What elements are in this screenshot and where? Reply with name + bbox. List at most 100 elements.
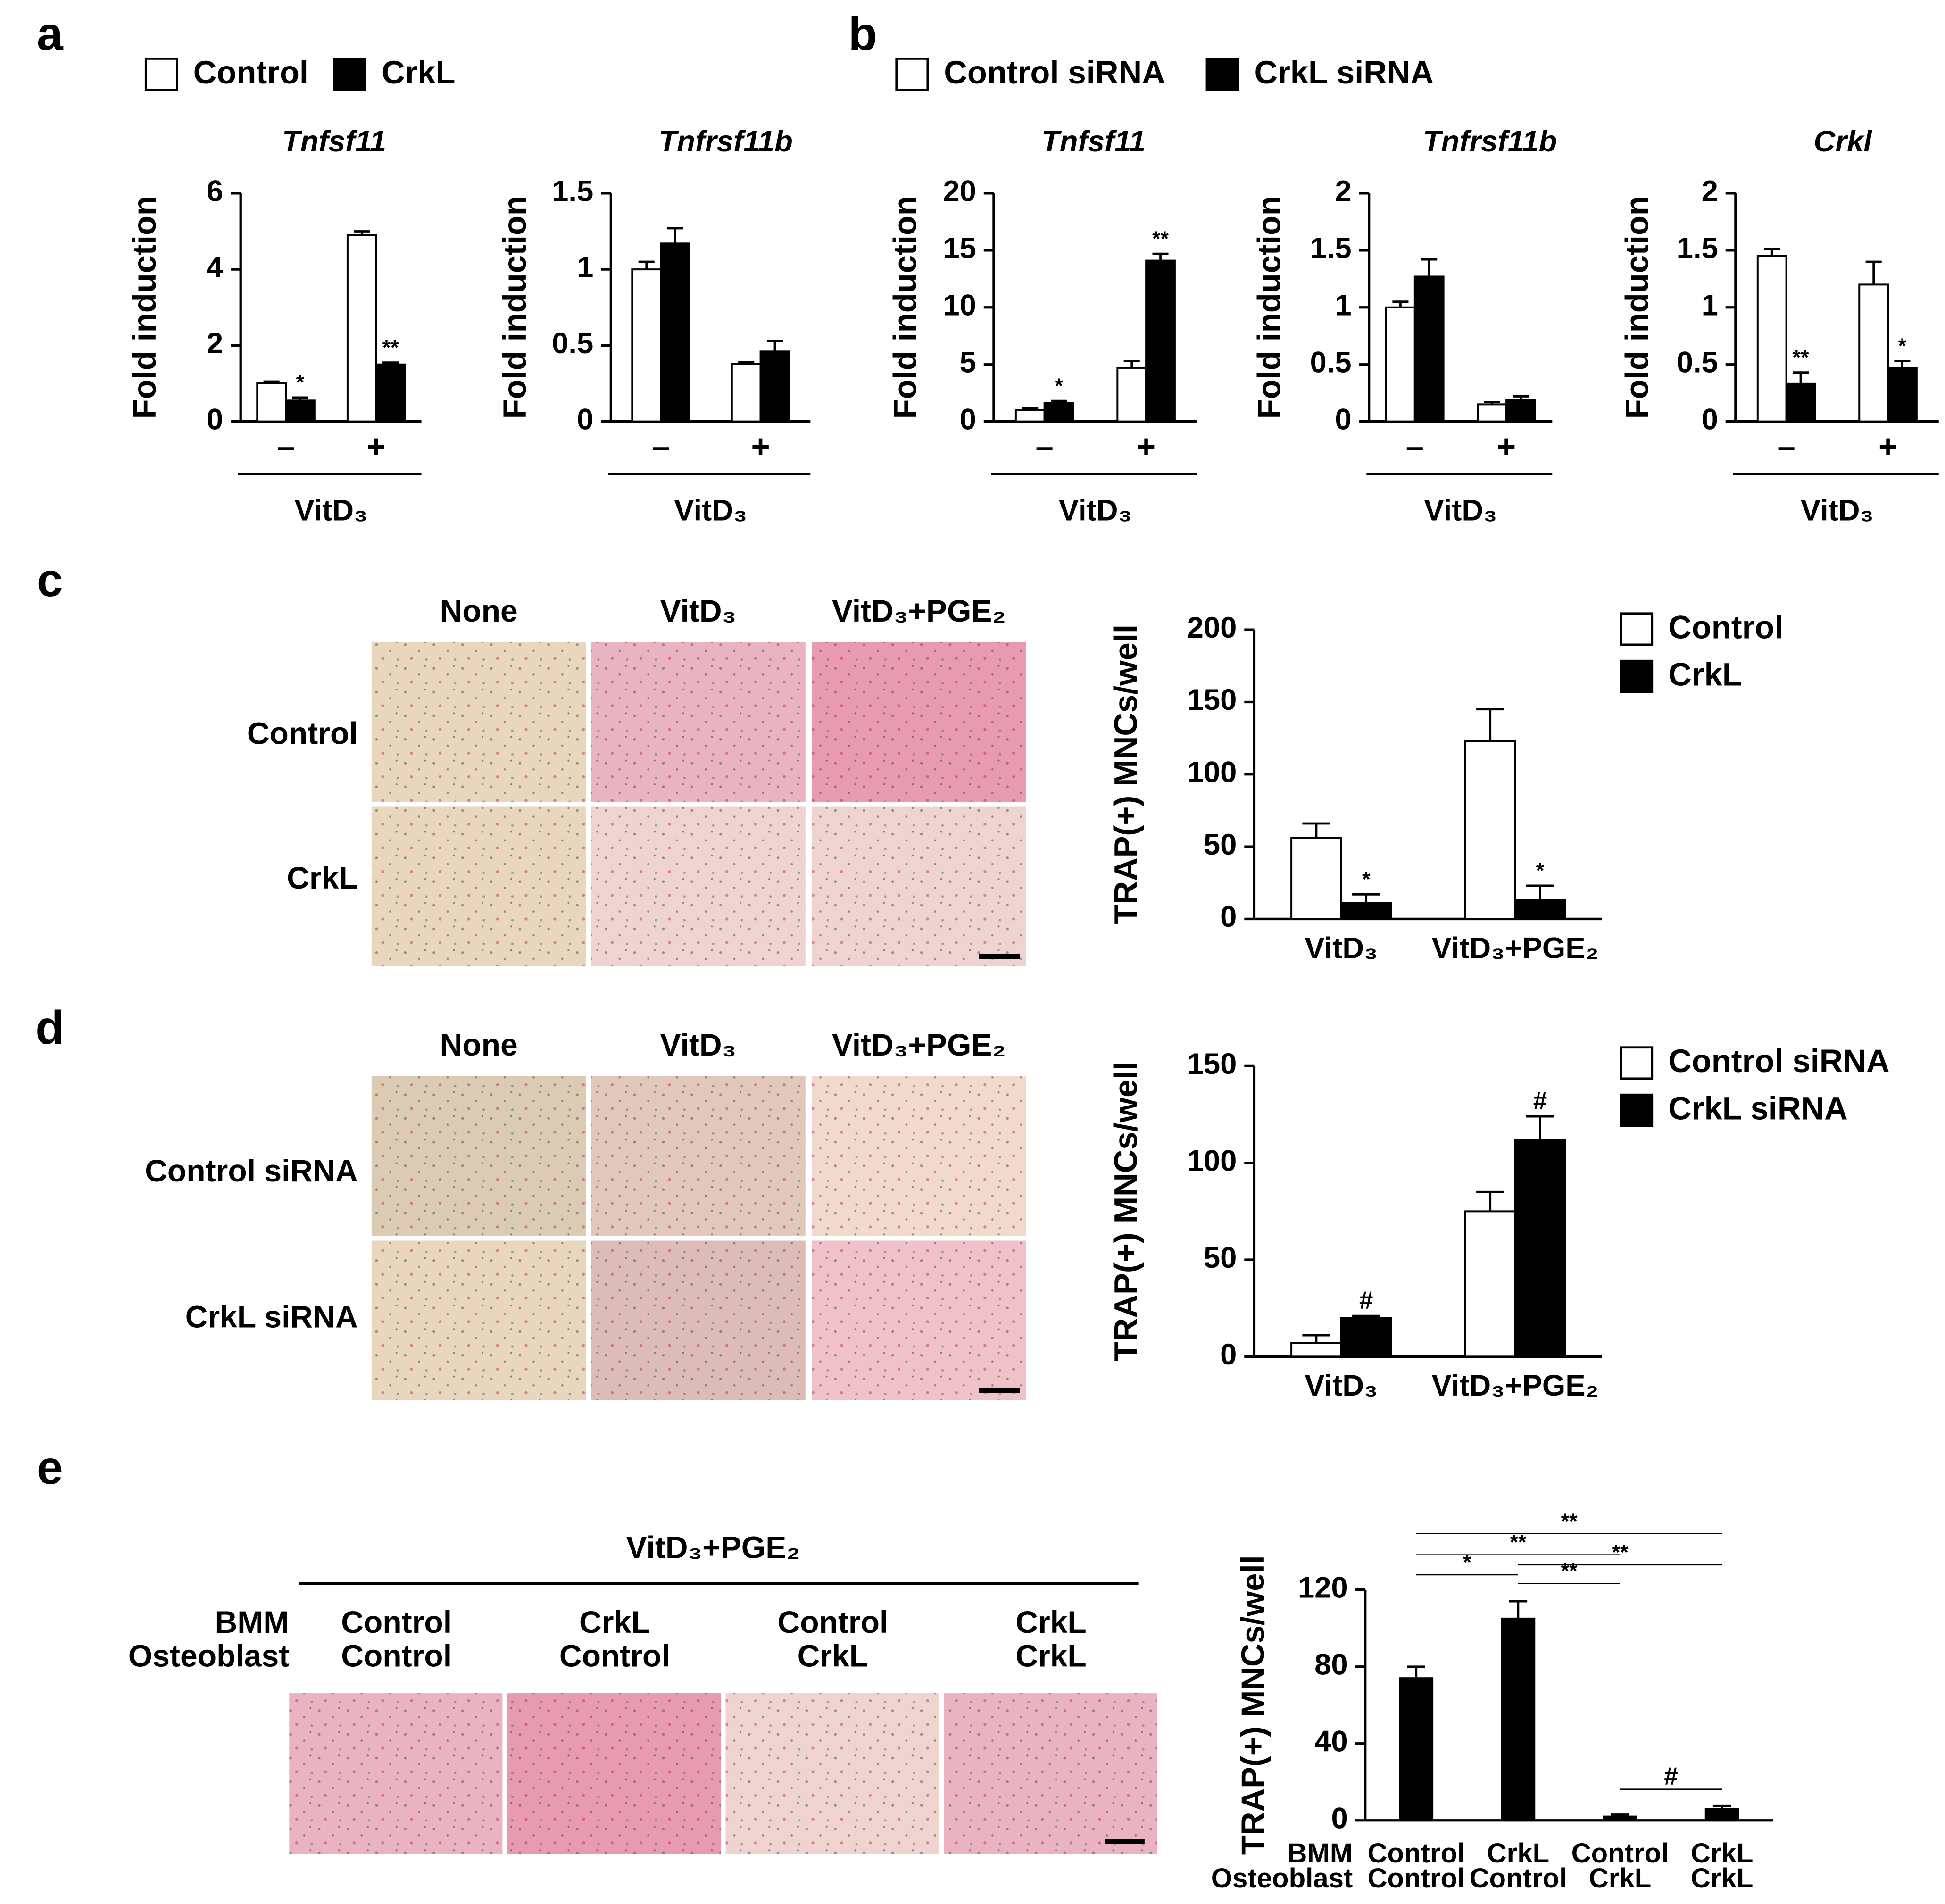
row-label: Control bbox=[247, 716, 358, 751]
bar bbox=[1514, 1139, 1566, 1358]
column-label: VitD₃ bbox=[660, 1028, 737, 1063]
y-tick-label: 40 bbox=[1314, 1725, 1348, 1758]
x-tick-label: – bbox=[1406, 428, 1424, 465]
micrograph-texture bbox=[507, 1693, 721, 1854]
y-tick-label: 200 bbox=[1187, 611, 1237, 644]
bar bbox=[1887, 366, 1918, 423]
legend-label: CrkL siRNA bbox=[1668, 1090, 1848, 1127]
bar bbox=[1290, 837, 1342, 920]
column-label: VitD₃+PGE₂ bbox=[832, 594, 1006, 629]
bar bbox=[1505, 399, 1536, 423]
legend-label: Control siRNA bbox=[1668, 1043, 1890, 1079]
significance-label: * bbox=[1536, 858, 1545, 882]
y-tick-label: 1 bbox=[1702, 289, 1718, 322]
error-bar bbox=[1526, 1115, 1554, 1140]
bar bbox=[660, 242, 690, 423]
panel-label: c bbox=[37, 554, 63, 607]
bar bbox=[1385, 306, 1416, 423]
bar bbox=[1116, 366, 1147, 423]
comparison-label: ** bbox=[1561, 1559, 1577, 1583]
chart-title: Tnfsf11 bbox=[282, 125, 386, 158]
y-axis-label: Fold induction bbox=[126, 196, 163, 419]
y-axis-label: TRAP(+) MNCs/well bbox=[1108, 624, 1144, 924]
bar bbox=[1413, 275, 1445, 423]
significance-label: ** bbox=[1793, 345, 1809, 369]
legend-swatch bbox=[1205, 57, 1239, 91]
micrograph-texture bbox=[591, 642, 806, 802]
micrograph-texture bbox=[811, 806, 1026, 966]
y-tick-label: 0 bbox=[1220, 900, 1237, 933]
micrograph-texture bbox=[725, 1693, 939, 1854]
y-tick-label: 50 bbox=[1204, 1241, 1237, 1274]
significance-label: * bbox=[296, 370, 305, 394]
legend-swatch bbox=[1620, 659, 1654, 693]
legend-swatch bbox=[1620, 1046, 1654, 1080]
category-row-label: BMM bbox=[1287, 1838, 1353, 1869]
bar bbox=[1043, 402, 1074, 423]
panel-label: a bbox=[37, 8, 64, 60]
y-tick-label: 2 bbox=[1335, 175, 1351, 208]
y-tick-label: 0 bbox=[1220, 1338, 1237, 1371]
y-tick-label: 20 bbox=[943, 175, 976, 208]
bar bbox=[1464, 740, 1516, 920]
micrograph-texture bbox=[371, 1240, 586, 1400]
bar bbox=[1290, 1342, 1342, 1358]
panel-label: d bbox=[35, 1001, 64, 1054]
column-label: Control bbox=[777, 1605, 888, 1640]
legend-swatch bbox=[1620, 1093, 1654, 1127]
x-tick-label: + bbox=[1137, 428, 1155, 465]
bar bbox=[1756, 255, 1787, 423]
significance-label: * bbox=[1055, 374, 1063, 398]
row-label: CrkL siRNA bbox=[185, 1299, 358, 1334]
y-tick-label: 0 bbox=[577, 403, 593, 436]
comparison-label: * bbox=[1463, 1550, 1471, 1574]
error-bar bbox=[1484, 401, 1500, 405]
column-label: Control bbox=[341, 1605, 452, 1640]
x-tick-label: VitD₃ bbox=[1305, 931, 1378, 964]
y-tick-label: 1.5 bbox=[1677, 232, 1718, 265]
y-tick-label: 15 bbox=[943, 232, 976, 265]
header-label: VitD₃+PGE₂ bbox=[626, 1530, 800, 1565]
significance-label: ** bbox=[1152, 226, 1169, 250]
bar bbox=[1501, 1617, 1536, 1821]
column-label: VitD₃ bbox=[660, 594, 737, 629]
error-bar bbox=[1352, 893, 1380, 903]
y-tick-label: 100 bbox=[1187, 756, 1237, 789]
error-bar bbox=[1302, 822, 1330, 838]
error-bar bbox=[1865, 260, 1882, 285]
error-bar bbox=[1611, 1813, 1629, 1817]
bar bbox=[1464, 1210, 1516, 1358]
x-axis-label: VitD₃ bbox=[294, 494, 367, 527]
y-tick-label: 0.5 bbox=[552, 327, 593, 360]
micrograph-texture bbox=[289, 1693, 503, 1854]
column-label: CrkL bbox=[798, 1639, 869, 1674]
micrograph-texture bbox=[944, 1693, 1157, 1854]
comparison-label: ** bbox=[1612, 1540, 1629, 1564]
chart-title: Tnfsf11 bbox=[1041, 125, 1146, 158]
bar bbox=[759, 350, 790, 423]
error-bar bbox=[1051, 399, 1067, 403]
significance-label: ** bbox=[382, 335, 399, 359]
micrograph-texture bbox=[591, 806, 806, 966]
y-tick-label: 120 bbox=[1298, 1571, 1348, 1604]
y-tick-label: 0.5 bbox=[1310, 346, 1351, 379]
y-tick-label: 10 bbox=[943, 289, 976, 322]
x-axis-label: VitD₃ bbox=[1059, 494, 1132, 527]
error-bar bbox=[1476, 1190, 1504, 1212]
bar bbox=[1785, 382, 1816, 423]
micrograph-texture bbox=[371, 1076, 586, 1236]
row-label: Control siRNA bbox=[145, 1154, 358, 1189]
y-tick-label: 4 bbox=[207, 251, 223, 284]
y-tick-label: 1 bbox=[577, 251, 593, 284]
micrograph-texture bbox=[811, 642, 1026, 802]
x-tick-label: – bbox=[277, 428, 295, 465]
x-tick-label: + bbox=[367, 428, 386, 465]
y-axis-label: Fold induction bbox=[1251, 196, 1288, 419]
bar bbox=[375, 363, 406, 423]
x-tick-label: VitD₃ bbox=[1305, 1369, 1378, 1402]
x-tick-label: Control bbox=[1367, 1863, 1465, 1894]
error-bar bbox=[766, 340, 783, 352]
micrograph-texture bbox=[371, 642, 586, 802]
bar bbox=[1858, 283, 1889, 423]
